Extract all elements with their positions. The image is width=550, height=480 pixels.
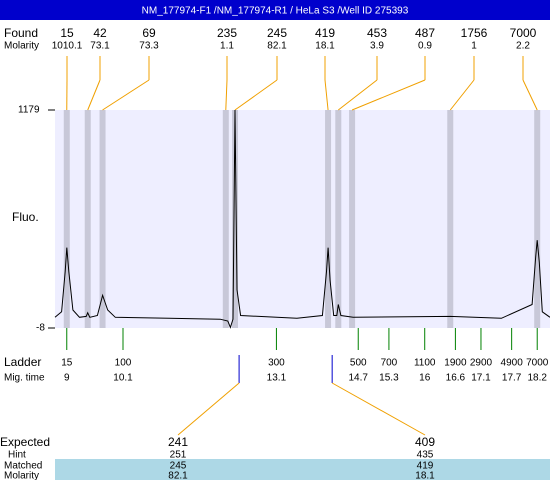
ladder-migtime: 14.7 xyxy=(349,373,369,384)
peak-band xyxy=(84,110,91,328)
expected-label: Expected xyxy=(0,435,50,449)
found-molarity: 1.1 xyxy=(220,41,234,52)
found-molarity: 1010.1 xyxy=(52,41,83,52)
matched-value: 419 xyxy=(417,461,434,472)
expected-connector xyxy=(331,382,426,436)
found-size: 245 xyxy=(267,26,287,40)
found-size: 69 xyxy=(142,26,156,40)
migtime-label: Mig. time xyxy=(4,373,45,384)
y-tick-label: -8 xyxy=(36,323,45,334)
matched-value: 245 xyxy=(170,461,187,472)
hint-label: Hint xyxy=(8,450,26,461)
title-bar xyxy=(0,0,550,20)
found-molarity: 2.2 xyxy=(516,41,530,52)
peak-band xyxy=(325,110,332,328)
molarity-value: 82.1 xyxy=(168,471,188,480)
matched-label: Matched xyxy=(4,461,42,472)
peak-connector xyxy=(234,79,278,111)
ladder-size: 4900 xyxy=(501,358,524,369)
found-size: 487 xyxy=(415,26,435,40)
peak-band xyxy=(222,110,229,328)
hint-value: 251 xyxy=(170,450,187,461)
found-molarity: 3.9 xyxy=(370,41,384,52)
ladder-migtime: 16.6 xyxy=(446,373,466,384)
peak-band xyxy=(335,110,342,328)
found-label: Found xyxy=(4,26,38,40)
found-size: 453 xyxy=(367,26,387,40)
found-molarity: 0.9 xyxy=(418,41,432,52)
y-tick-label: 1179 xyxy=(18,105,40,116)
found-molarity: 73.3 xyxy=(139,41,159,52)
peak-band xyxy=(349,110,356,328)
y-axis-label: Fluo. xyxy=(12,210,39,224)
molarity-label: Molarity xyxy=(4,41,39,52)
ladder-migtime: 17.1 xyxy=(471,373,491,384)
peak-band xyxy=(232,110,238,328)
peak-band xyxy=(99,110,106,328)
ladder-migtime: 9 xyxy=(64,373,70,384)
chart-title: NM_177974-F1 /NM_177974-R1 / HeLa S3 /We… xyxy=(142,6,409,17)
ladder-size: 300 xyxy=(268,358,285,369)
ladder-size: 7000 xyxy=(526,358,549,369)
found-size: 42 xyxy=(93,26,107,40)
matched-band xyxy=(55,459,550,480)
ladder-size: 1900 xyxy=(444,358,467,369)
found-size: 7000 xyxy=(510,26,537,40)
peak-connector xyxy=(324,79,329,111)
ladder-label: Ladder xyxy=(4,355,41,369)
peak-connector xyxy=(449,79,475,111)
ladder-size: 700 xyxy=(381,358,398,369)
found-molarity: 73.1 xyxy=(90,41,110,52)
found-size: 419 xyxy=(315,26,335,40)
found-size: 15 xyxy=(60,26,74,40)
ladder-migtime: 16 xyxy=(419,373,431,384)
ladder-size: 15 xyxy=(61,358,73,369)
found-molarity: 82.1 xyxy=(267,41,287,52)
expected-molarity-label: Molarity xyxy=(4,471,39,480)
ladder-size: 2900 xyxy=(470,358,493,369)
found-molarity: 18.1 xyxy=(315,41,335,52)
expected-value: 409 xyxy=(415,435,435,449)
peak-band xyxy=(63,110,70,328)
peak-connector xyxy=(102,79,150,111)
peak-connector xyxy=(87,79,101,111)
ladder-migtime: 15.3 xyxy=(379,373,399,384)
ladder-migtime: 17.7 xyxy=(502,373,522,384)
molarity-value: 18.1 xyxy=(415,471,435,480)
peak-connector xyxy=(337,79,378,111)
peak-connector xyxy=(522,79,538,111)
ladder-size: 1100 xyxy=(414,358,436,369)
peak-connector xyxy=(351,79,426,111)
found-size: 1756 xyxy=(461,26,488,40)
ladder-migtime: 10.1 xyxy=(113,373,133,384)
trace xyxy=(54,109,550,329)
peak-connector xyxy=(225,79,228,111)
peak-band xyxy=(447,110,454,328)
found-size: 235 xyxy=(217,26,237,40)
plot-area xyxy=(55,110,550,328)
peak-band xyxy=(534,110,541,328)
ladder-migtime: 18.2 xyxy=(527,373,547,384)
expected-connector xyxy=(177,382,240,436)
hint-value: 435 xyxy=(417,450,434,461)
expected-value: 241 xyxy=(168,435,188,449)
ladder-size: 500 xyxy=(350,358,367,369)
ladder-migtime: 13.1 xyxy=(267,373,287,384)
found-molarity: 1 xyxy=(471,41,477,52)
ladder-size: 100 xyxy=(115,358,132,369)
